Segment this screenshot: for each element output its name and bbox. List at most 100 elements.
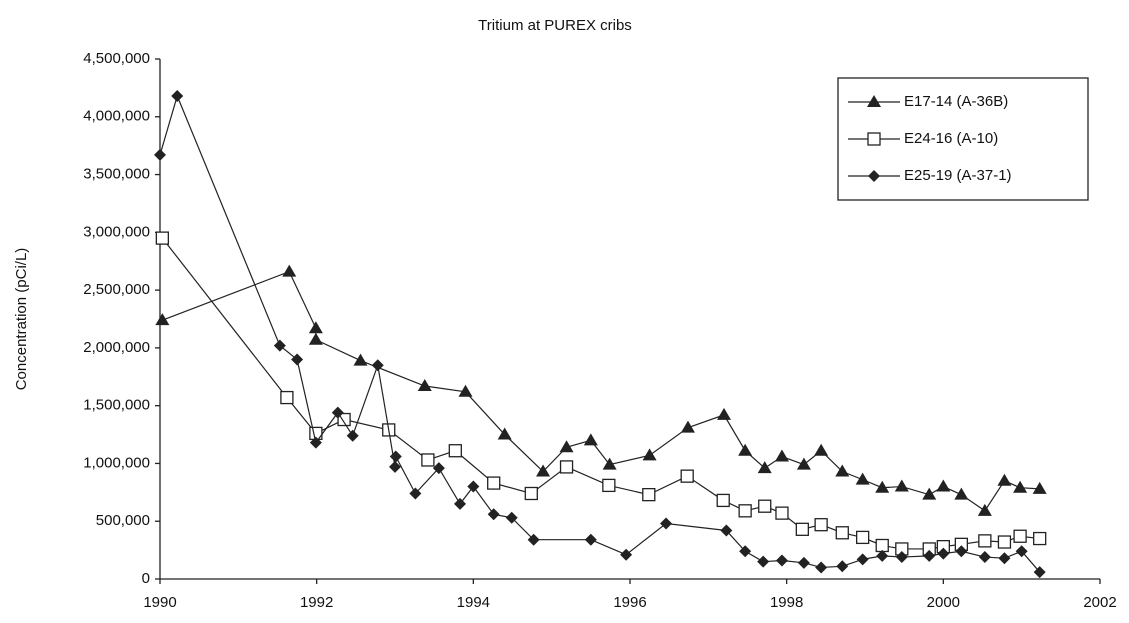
point [505,511,518,524]
point [371,359,384,372]
point [273,339,286,352]
point [409,487,422,500]
point [154,148,166,161]
point [389,450,402,463]
y-tick-label: 2,500,000 [83,281,150,298]
point [738,504,752,518]
y-tick-label: 1,500,000 [83,397,150,414]
y-tick-label: 500,000 [96,512,150,529]
point [527,533,540,546]
chart-title: Tritium at PUREX cribs [478,17,632,34]
point [171,89,184,102]
point [1033,531,1047,546]
point [795,522,809,536]
point [559,460,574,474]
point [536,464,551,477]
x-tick-label: 1998 [770,594,803,611]
x-tick-label: 2000 [927,594,960,611]
y-tick-label: 3,000,000 [83,223,150,240]
point [282,264,297,277]
point [1013,480,1028,493]
point [757,555,770,568]
point [739,545,752,558]
legend-marker [867,132,881,146]
series-line [161,237,1040,550]
point [602,478,616,493]
y-tick-label: 4,000,000 [83,108,150,125]
legend-label: E24-16 (A-10) [904,130,998,147]
point [487,508,500,521]
point [738,443,753,456]
point [620,548,633,561]
point [1033,566,1046,579]
y-tick-label: 4,500,000 [83,50,150,67]
point [875,538,889,553]
point [775,554,788,567]
point [583,433,598,446]
y-tick-label: 1,000,000 [83,454,150,471]
point [895,551,908,564]
point [814,518,828,532]
point [758,499,772,513]
x-tick-label: 1990 [143,594,176,611]
y-tick-label: 0 [142,570,150,587]
point [998,552,1011,565]
point [835,526,849,540]
point [524,486,538,501]
point [1013,529,1027,543]
point [559,440,574,453]
point [458,384,473,397]
point [894,479,909,492]
point [308,321,323,334]
legend-label: E17-14 (A-36B) [904,93,1008,110]
point [680,420,695,433]
point [775,506,789,520]
point [796,457,811,470]
x-tick-label: 1996 [613,594,646,611]
point [602,457,617,470]
point [977,503,992,516]
legend-label: E25-19 (A-37-1) [904,167,1012,184]
legend-marker [868,170,880,182]
series-line [162,270,1040,512]
point [855,472,870,485]
point [331,406,344,419]
point [717,407,731,420]
point [280,390,294,405]
y-axis-label: Concentration (pCi/L) [13,248,30,391]
point [856,553,869,566]
point [876,549,889,562]
point [497,427,512,440]
point [680,469,694,483]
point [936,479,951,492]
point [1032,481,1047,494]
point [997,473,1012,486]
legend-marker [867,95,881,107]
point [757,461,772,474]
point [309,436,322,449]
point [954,487,969,500]
point [815,561,828,574]
point [417,379,432,392]
point [660,517,673,530]
x-tick-label: 2002 [1083,594,1116,611]
point [856,530,870,545]
point [584,533,597,546]
y-tick-label: 3,500,000 [83,166,150,183]
point [467,480,480,493]
y-tick-label: 2,000,000 [83,339,150,356]
point [308,332,323,345]
point [487,476,501,490]
point [389,460,401,473]
point [875,480,890,493]
point [997,535,1012,549]
point [1015,545,1028,558]
point [774,449,789,462]
point [814,443,829,456]
point [720,524,733,537]
point [337,412,351,427]
point [716,493,730,508]
x-tick-label: 1994 [457,594,490,611]
point [955,545,968,558]
